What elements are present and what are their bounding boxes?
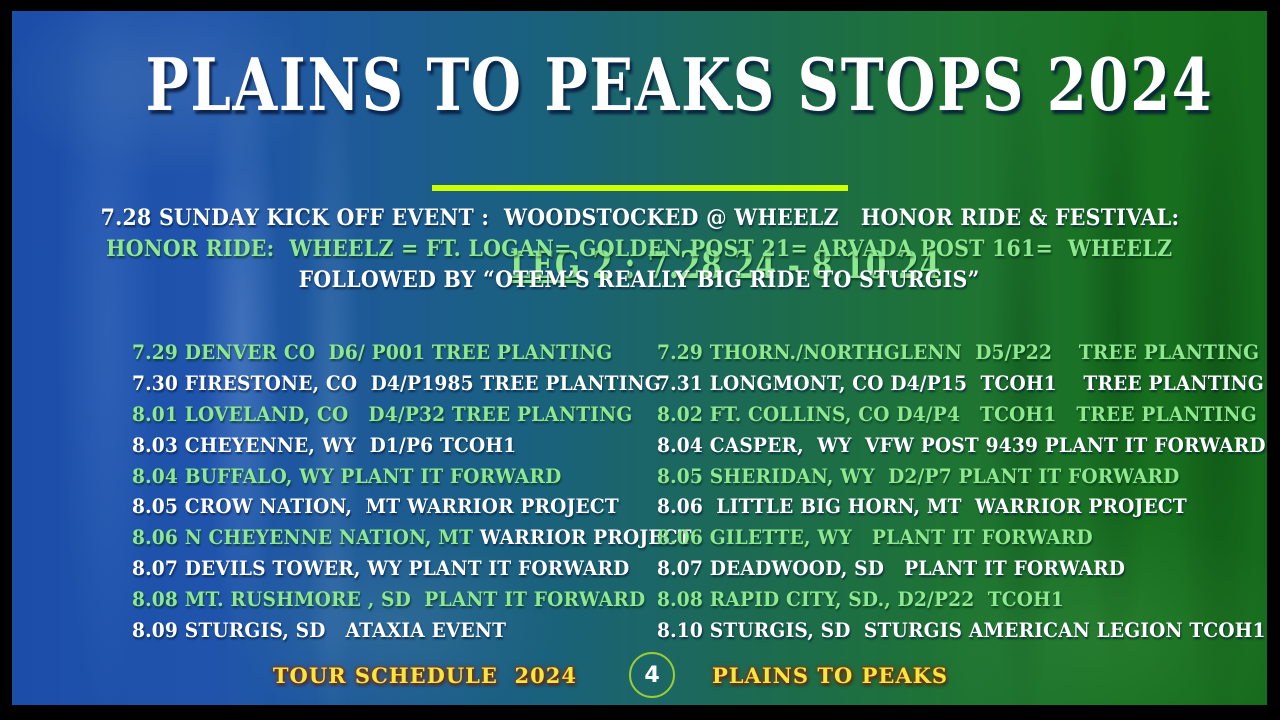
intro-line: FOLLOWED BY “OTEM’S REALLY BIG RIDE TO S…: [298, 267, 980, 293]
schedule-row: 7.31 LONGMONT, CO D4/P15 TCOH1 TREE PLAN…: [657, 368, 1264, 399]
schedule-row-text: 7.31 LONGMONT, CO D4/P15 TCOH1 TREE PLAN…: [657, 370, 1264, 395]
schedule-row-text: 8.05 SHERIDAN, WY D2/P7 PLANT IT FORWARD: [657, 463, 1180, 488]
schedule-row: 8.09 STURGIS, SD ATAXIA EVENT: [132, 615, 634, 646]
schedule-row: 7.29 THORN./NORTHGLENN D5/P22 TREE PLANT…: [657, 337, 1259, 368]
schedule-row-text: 8.06 GILETTE, WY PLANT IT FORWARD: [657, 525, 1093, 550]
leg-subtitle-underlined: LEG: [509, 243, 582, 287]
schedule-row-text: 8.06 LITTLE BIG HORN, MT WARRIOR PROJECT: [657, 494, 1187, 519]
kickoff-intro: 7.28 SUNDAY KICK OFF EVENT : WOODSTOCKED…: [12, 203, 1267, 296]
subtitle-underline-bar: [431, 185, 848, 191]
schedule-row-text: 7.30 FIRESTONE, CO D4/P1985 TREE PLANTIN…: [132, 370, 661, 395]
leg-subtitle: LEG 2 : 7.28.24 - 8.10.24: [12, 135, 1267, 287]
schedule-column-left: 7.29 DENVER CO D6/ P001 TREE PLANTING 7.3…: [132, 337, 692, 646]
intro-line: 7.28 SUNDAY KICK OFF EVENT : WOODSTOCKED…: [100, 205, 1179, 231]
schedule-row-text: 8.07 DEADWOOD, SD PLANT IT FORWARD: [657, 556, 1126, 581]
slide-canvas: PLAINS TO PEAKS STOPS 2024 LEG 2 : 7.28.…: [12, 11, 1267, 705]
schedule-row: 8.07 DEVILS TOWER, WY PLANT IT FORWARD: [132, 553, 634, 584]
page-number-badge: 4: [629, 652, 675, 698]
schedule-column-right: 7.29 THORN./NORTHGLENN D5/P22 TREE PLANT…: [657, 337, 1266, 646]
schedule-row-text: 8.02 FT. COLLINS, CO D4/P4 TCOH1 TREE PL…: [657, 401, 1257, 426]
schedule-row: 8.02 FT. COLLINS, CO D4/P4 TCOH1 TREE PL…: [657, 399, 1257, 430]
schedule-row-text: 8.10 STURGIS, SD STURGIS AMERICAN LEGION…: [657, 618, 1266, 643]
schedule-row: 8.06 LITTLE BIG HORN, MT WARRIOR PROJECT: [657, 491, 1187, 522]
intro-line: HONOR RIDE: WHEELZ = FT. LOGAN= GOLDEN P…: [106, 236, 1173, 262]
schedule-row-text: 8.04 BUFFALO, WY PLANT IT FORWARD: [132, 463, 562, 488]
schedule-row-text: WARRIOR PROJECT: [479, 525, 692, 550]
schedule-row-text: 8.04 CASPER, WY VFW POST 9439 PLANT IT F…: [657, 432, 1266, 457]
schedule-row-text: 8.05 CROW NATION, MT WARRIOR PROJECT: [132, 494, 619, 519]
schedule-row: 7.30 FIRESTONE, CO D4/P1985 TREE PLANTIN…: [132, 368, 661, 399]
schedule-row-text: 8.08 MT. RUSHMORE , SD PLANT IT FORWARD: [132, 587, 646, 612]
schedule-row: 8.01 LOVELAND, CO D4/P32 TREE PLANTING: [132, 399, 634, 430]
footer: TOUR SCHEDULE 2024 4 PLAINS TO PEAKS: [12, 651, 1267, 701]
schedule-row: 8.04 CASPER, WY VFW POST 9439 PLANT IT F…: [657, 430, 1266, 461]
schedule-row: 8.06 GILETTE, WY PLANT IT FORWARD: [657, 522, 1159, 553]
schedule-row: 8.08 RAPID CITY, SD., D2/P22 TCOH1: [657, 584, 1159, 615]
leg-subtitle-dates: 2 : 7.28.24 - 8.10.24: [581, 243, 942, 287]
schedule-row-text: 7.29 THORN./NORTHGLENN D5/P22 TREE PLANT…: [657, 340, 1260, 364]
footer-plains-to-peaks-label: PLAINS TO PEAKS: [712, 663, 949, 688]
schedule-row: 8.04 BUFFALO, WY PLANT IT FORWARD: [132, 461, 634, 492]
schedule-row: 7.29 DENVER CO D6/ P001 TREE PLANTING: [132, 337, 634, 368]
schedule-row-text: 8.03 CHEYENNE, WY D1/P6 TCOH1: [132, 432, 517, 457]
schedule-row: 8.06 N CHEYENNE NATION, MT WARRIOR PROJE…: [132, 522, 692, 553]
schedule-row: 8.03 CHEYENNE, WY D1/P6 TCOH1: [132, 430, 634, 461]
page-title-text: PLAINS TO PEAKS STOPS 2024: [145, 42, 1214, 127]
schedule-row-text: 8.09 STURGIS, SD ATAXIA EVENT: [132, 618, 507, 643]
schedule-row-text: 8.01 LOVELAND, CO D4/P32 TREE PLANTING: [132, 401, 633, 426]
schedule-row: 8.08 MT. RUSHMORE , SD PLANT IT FORWARD: [132, 584, 645, 615]
schedule-row: 8.10 STURGIS, SD STURGIS AMERICAN LEGION…: [657, 615, 1265, 646]
schedule-row-text: 8.06 N CHEYENNE NATION, MT: [132, 525, 480, 550]
schedule-row-text: 7.29 DENVER CO D6/ P001 TREE PLANTING: [132, 340, 613, 364]
page-title: PLAINS TO PEAKS STOPS 2024: [12, 39, 1267, 131]
schedule-row: 8.07 DEADWOOD, SD PLANT IT FORWARD: [657, 553, 1159, 584]
schedule-row-text: 8.08 RAPID CITY, SD., D2/P22 TCOH1: [657, 587, 1065, 612]
schedule-row-text: 8.07 DEVILS TOWER, WY PLANT IT FORWARD: [132, 556, 630, 581]
schedule-row: 8.05 SHERIDAN, WY D2/P7 PLANT IT FORWARD: [657, 461, 1179, 492]
page-number: 4: [644, 662, 660, 688]
footer-tour-schedule-label: TOUR SCHEDULE 2024: [272, 663, 577, 688]
schedule-row: 8.05 CROW NATION, MT WARRIOR PROJECT: [132, 491, 634, 522]
